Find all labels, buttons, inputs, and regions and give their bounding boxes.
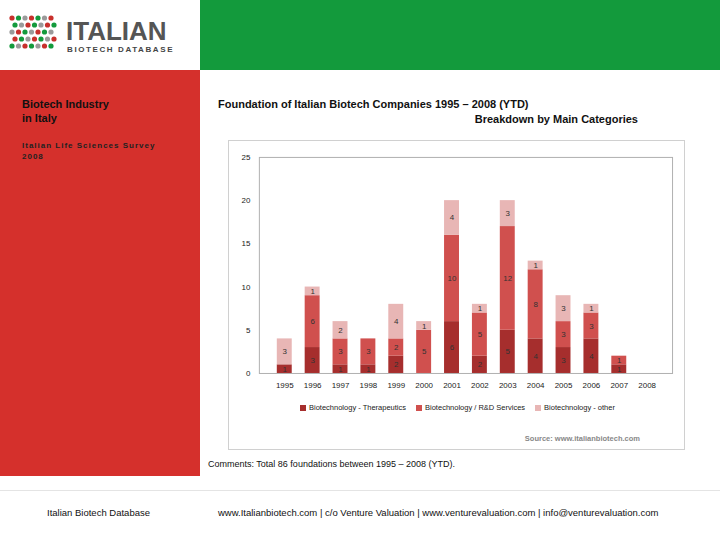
svg-text:2: 2 (394, 360, 399, 369)
svg-text:3: 3 (310, 356, 315, 365)
svg-text:0: 0 (246, 369, 251, 378)
svg-text:15: 15 (242, 239, 251, 248)
svg-text:1: 1 (283, 365, 288, 374)
svg-text:5: 5 (506, 347, 511, 356)
svg-text:2003: 2003 (499, 381, 517, 390)
svg-text:10: 10 (448, 274, 457, 283)
svg-text:3: 3 (561, 330, 566, 339)
svg-text:2008: 2008 (638, 381, 656, 390)
svg-text:1: 1 (533, 261, 538, 270)
svg-text:4: 4 (394, 317, 399, 326)
svg-text:1: 1 (422, 321, 427, 330)
svg-text:2004: 2004 (527, 381, 545, 390)
svg-text:BIOTECH DATABASE: BIOTECH DATABASE (67, 45, 174, 54)
html-text:Comments: Total 86 foundations: Comments: Total 86 foundations between 1… (208, 459, 455, 469)
svg-text:3: 3 (338, 347, 343, 356)
svg-text:2000: 2000 (415, 381, 433, 390)
svg-text:1: 1 (478, 304, 483, 313)
svg-text:2005: 2005 (555, 381, 573, 390)
svg-text:2007: 2007 (610, 381, 628, 390)
svg-text:2: 2 (394, 343, 399, 352)
svg-text:1: 1 (310, 287, 315, 296)
svg-text:3: 3 (506, 209, 511, 218)
svg-text:1997: 1997 (332, 381, 350, 390)
svg-text:2002: 2002 (471, 381, 489, 390)
html-text:Italian Life Sciences Survey: Italian Life Sciences Survey (22, 141, 156, 150)
svg-text:3: 3 (589, 321, 594, 330)
html-text:Biotechnology / R&D Services: Biotechnology / R&D Services (425, 403, 526, 412)
html-text:Italian Biotech Database: Italian Biotech Database (47, 507, 150, 518)
svg-text:8: 8 (533, 300, 538, 309)
svg-text:1996: 1996 (304, 381, 322, 390)
svg-text:2: 2 (478, 360, 483, 369)
html-text:Breakdown by Main Categories: Breakdown by Main Categories (474, 113, 638, 125)
html-text:Foundation of Italian Biotech: Foundation of Italian Biotech Companies … (218, 98, 529, 110)
svg-text:5: 5 (422, 347, 427, 356)
html-text:Biotechnology - other: Biotechnology - other (544, 403, 615, 412)
svg-text:4: 4 (450, 213, 455, 222)
svg-text:2: 2 (338, 326, 343, 335)
html-text:Biotech Industry: Biotech Industry (22, 98, 109, 110)
svg-text:1: 1 (617, 365, 622, 374)
svg-text:10: 10 (242, 283, 251, 292)
svg-text:1999: 1999 (387, 381, 405, 390)
svg-text:25: 25 (242, 153, 251, 162)
html-text:in Italy: in Italy (22, 112, 57, 124)
html-text:Source: www.italianbiotech.com: Source: www.italianbiotech.com (524, 434, 640, 443)
html-text:Biotechnology - Therapeutics: Biotechnology - Therapeutics (309, 403, 406, 412)
svg-text:1998: 1998 (360, 381, 378, 390)
svg-text:4: 4 (589, 352, 594, 361)
svg-text:2001: 2001 (443, 381, 461, 390)
svg-text:ITALIAN: ITALIAN (66, 16, 167, 46)
svg-text:12: 12 (503, 274, 512, 283)
svg-text:3: 3 (366, 347, 371, 356)
svg-text:3: 3 (561, 356, 566, 365)
html-text:2008: 2008 (22, 152, 44, 161)
svg-text:2006: 2006 (583, 381, 601, 390)
svg-text:1: 1 (589, 304, 594, 313)
svg-text:3: 3 (283, 347, 288, 356)
svg-text:4: 4 (533, 352, 538, 361)
svg-text:1: 1 (617, 356, 622, 365)
svg-text:1: 1 (338, 365, 343, 374)
svg-text:3: 3 (561, 304, 566, 313)
svg-text:1995: 1995 (276, 381, 294, 390)
svg-text:5: 5 (478, 330, 483, 339)
svg-text:20: 20 (242, 196, 251, 205)
svg-text:6: 6 (450, 343, 455, 352)
svg-text:6: 6 (310, 317, 315, 326)
svg-text:1: 1 (366, 365, 371, 374)
html-text:www.Italianbiotech.com | c/o V: www.Italianbiotech.com | c/o Venture Val… (218, 507, 659, 518)
svg-text:5: 5 (246, 326, 251, 335)
